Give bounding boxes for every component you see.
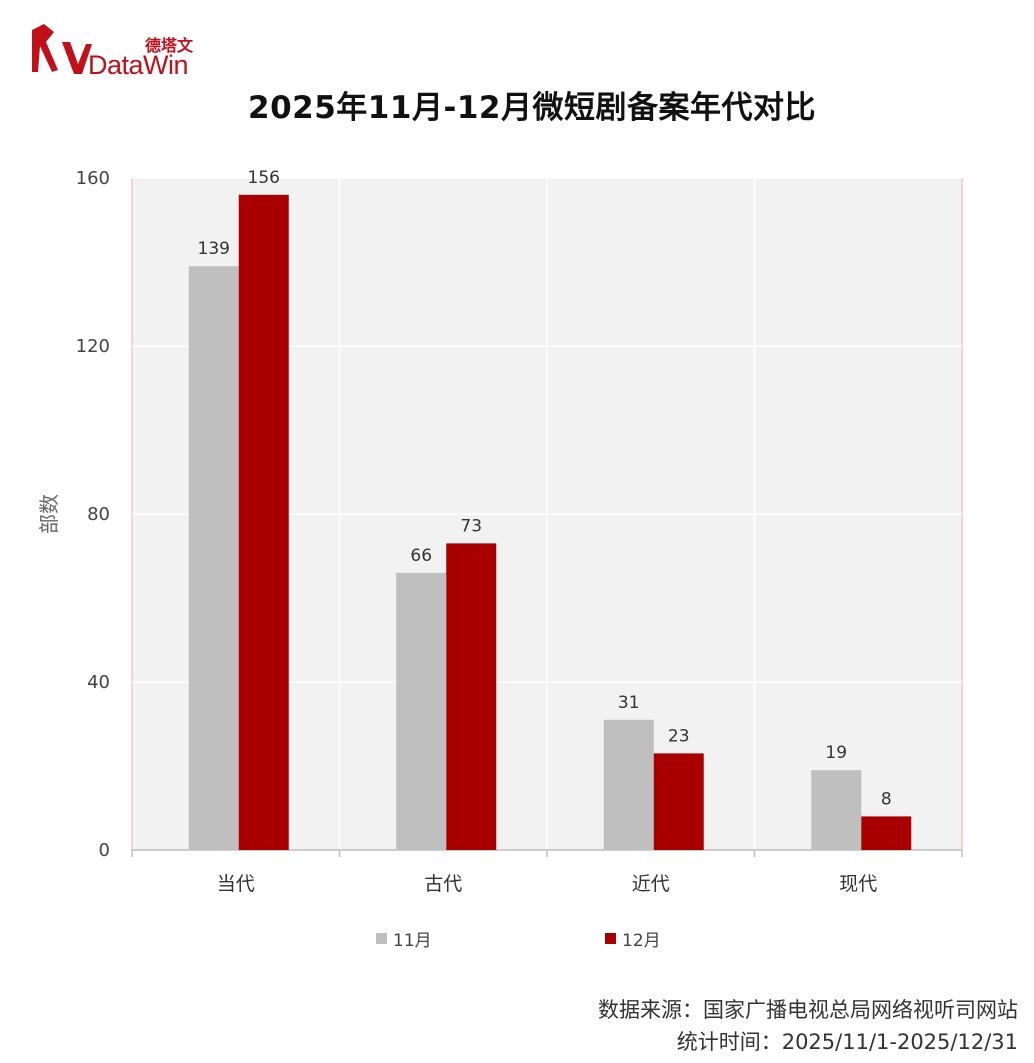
bar-11-1 bbox=[396, 572, 447, 850]
logo-brand-cn: 德塔文 bbox=[145, 36, 194, 55]
y-tick-label: 40 bbox=[87, 672, 110, 693]
x-tick-label: 古代 bbox=[424, 873, 462, 895]
bar-11-2 bbox=[603, 719, 654, 850]
logo-mark-icon bbox=[32, 24, 92, 74]
data-label: 156 bbox=[248, 168, 280, 188]
bar-12-2 bbox=[653, 753, 704, 850]
legend-item-12: 12月 bbox=[605, 928, 661, 951]
y-tick-label: 160 bbox=[76, 168, 110, 189]
y-tick-label: 0 bbox=[99, 840, 110, 861]
legend-label-12: 12月 bbox=[622, 930, 661, 951]
bar-12-0 bbox=[238, 194, 289, 851]
legend-item-11: 11月 bbox=[376, 928, 432, 951]
datawin-logo bbox=[32, 24, 92, 74]
chart-title: 2025年11月-12月微短剧备案年代对比 bbox=[248, 90, 816, 126]
legend-swatch-11 bbox=[376, 932, 387, 944]
data-label: 139 bbox=[198, 239, 230, 259]
x-tick-label: 现代 bbox=[839, 873, 877, 895]
y-tick-label: 80 bbox=[87, 504, 110, 525]
bar-12-3 bbox=[861, 816, 912, 850]
y-axis-label: 部数 bbox=[37, 494, 61, 534]
bar-12-1 bbox=[446, 543, 497, 850]
data-label: 8 bbox=[881, 789, 892, 809]
data-label: 73 bbox=[460, 516, 482, 536]
y-tick-label: 120 bbox=[76, 336, 110, 357]
bar-11-0 bbox=[188, 266, 239, 850]
data-label: 66 bbox=[410, 546, 432, 566]
bar-11-3 bbox=[811, 770, 862, 850]
data-label: 19 bbox=[825, 743, 847, 763]
legend-label-11: 11月 bbox=[393, 930, 432, 951]
data-source-note: 数据来源：国家广播电视总局网络视听司网站 bbox=[598, 998, 1018, 1022]
logo-brand-name: DataWin bbox=[88, 50, 189, 80]
x-tick-label: 近代 bbox=[632, 873, 670, 895]
period-note: 统计时间：2025/11/1-2025/12/31 bbox=[676, 1030, 1018, 1054]
legend-swatch-12 bbox=[605, 932, 616, 944]
data-label: 23 bbox=[668, 726, 690, 746]
x-tick-label: 当代 bbox=[217, 873, 255, 895]
data-label: 31 bbox=[618, 693, 640, 713]
